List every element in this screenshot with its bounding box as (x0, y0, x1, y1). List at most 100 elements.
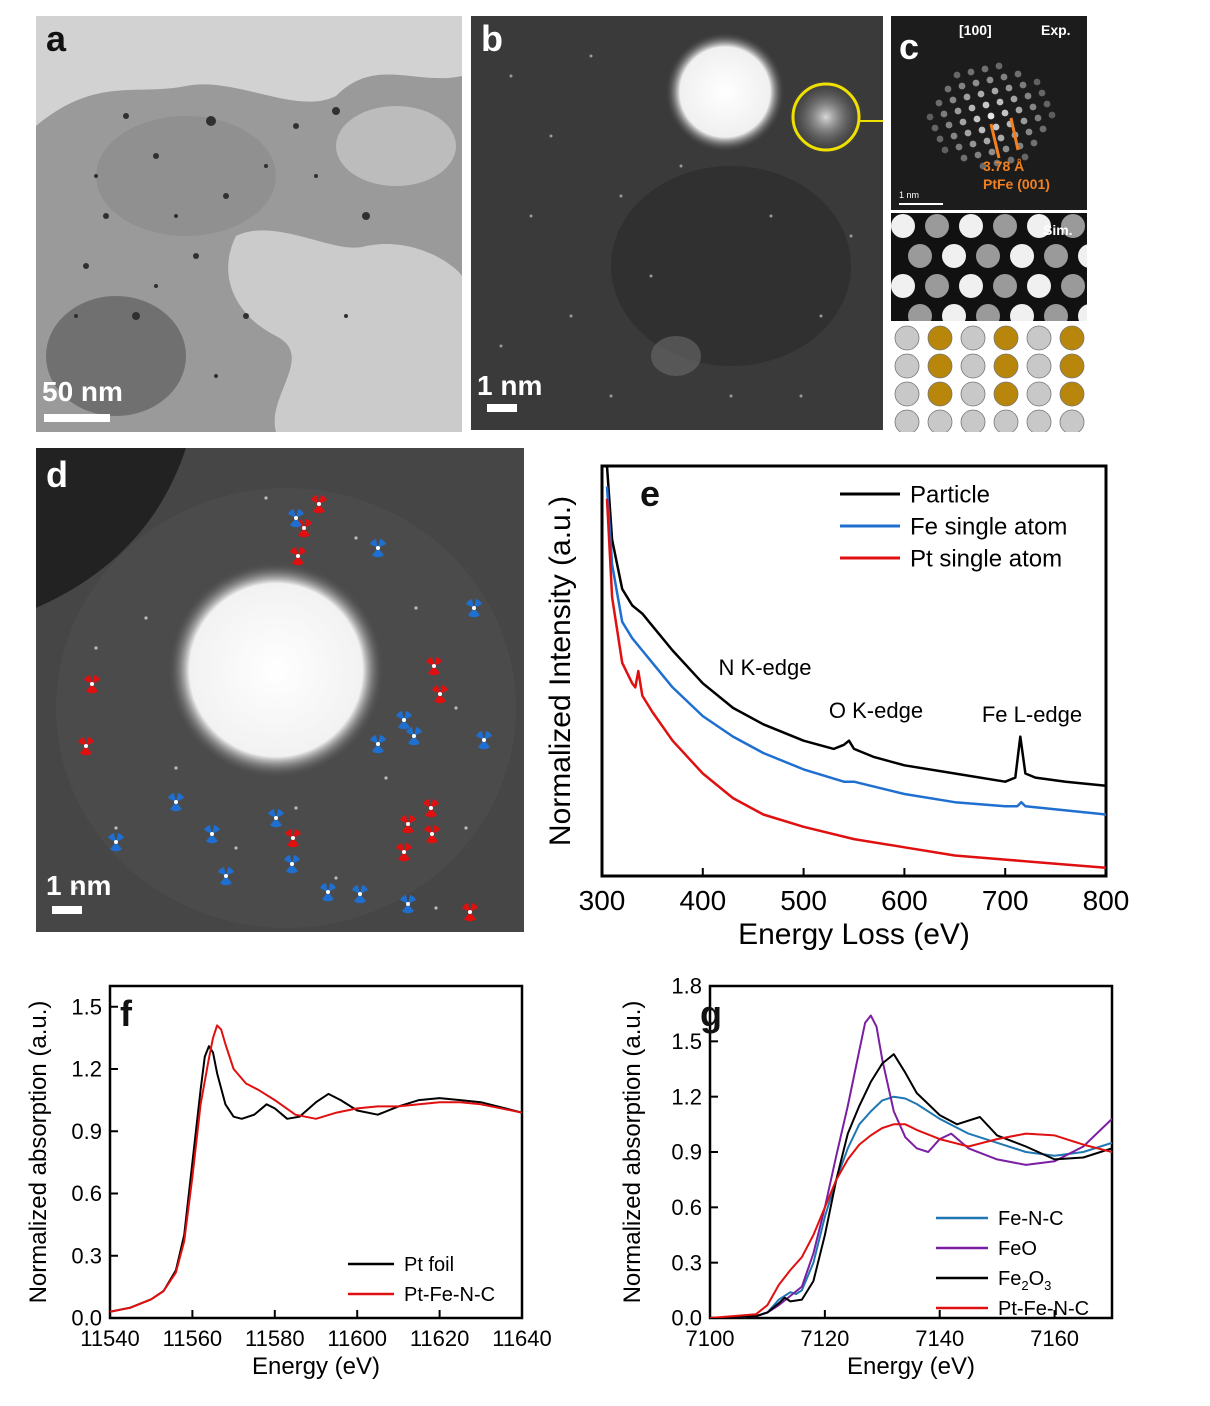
atom-marker (218, 867, 234, 886)
sim-dot (1061, 274, 1085, 298)
lattice-dot (945, 121, 953, 129)
atom-marker (78, 737, 94, 756)
sim-dot (976, 244, 1000, 268)
fe-atom (1059, 381, 1085, 407)
x-tick-label: 7140 (915, 1326, 964, 1351)
edge-annotation: O K-edge (829, 698, 923, 723)
x-tick-label: 800 (1083, 885, 1130, 916)
y-axis-label: Normalized absorption (a.u.) (619, 1001, 646, 1304)
y-tick-label: 0.3 (71, 1243, 102, 1268)
lattice-dot (969, 140, 977, 148)
lattice-dot (936, 135, 944, 143)
y-tick-label: 0.6 (71, 1181, 102, 1206)
lattice-dot (958, 82, 966, 90)
panel-b-label: b (481, 18, 503, 59)
lattice-dot (1005, 84, 1013, 92)
legend-label: Pt single atom (910, 545, 1062, 572)
lattice-dot (1019, 81, 1027, 89)
panel-c-exp-label: Exp. (1041, 22, 1071, 38)
lattice-dot (1034, 114, 1042, 122)
x-axis-label: Energy (eV) (252, 1353, 380, 1380)
series-line-1 (710, 1095, 1112, 1318)
lattice-dot (955, 143, 963, 151)
atom-marker (406, 727, 422, 746)
panel-b-haadf-svg (471, 16, 883, 430)
sim-dot (891, 274, 915, 298)
y-tick-label: 1.5 (671, 1029, 702, 1054)
atom-marker (400, 815, 416, 834)
panel-c-svg (891, 16, 1087, 432)
lattice-dot (982, 101, 990, 109)
sim-dot (908, 244, 932, 268)
series-line-3 (605, 498, 1106, 870)
x-tick-label: 11640 (492, 1326, 552, 1351)
lattice-dot (963, 93, 971, 101)
atom-marker (396, 711, 412, 730)
legend-label: Pt-Fe-N-C (998, 1298, 1089, 1320)
pt-atom (1026, 381, 1052, 407)
x-tick-label: 11620 (410, 1326, 470, 1351)
legend-label: FeO (998, 1238, 1037, 1260)
sim-dot (959, 214, 983, 238)
y-tick-label: 0.0 (671, 1306, 702, 1331)
x-tick-label: 11540 (80, 1326, 140, 1351)
y-tick-label: 1.5 (71, 994, 102, 1019)
lattice-dot (1025, 128, 1033, 136)
lattice-dot (1007, 156, 1015, 164)
fe-atom (993, 325, 1019, 351)
plot-frame (708, 984, 1114, 1320)
pt-atom (1026, 325, 1052, 351)
panel-c-zone-axis: [100] (959, 22, 992, 38)
atom-marker (168, 793, 184, 812)
lattice-dot (1030, 139, 1038, 147)
pt-atom (894, 353, 920, 379)
panel-c-lattice: c [100] Exp. 3.78 Å PtFe (001) 1 nm Sim. (891, 16, 1087, 432)
x-tick-label: 7100 (686, 1326, 735, 1351)
fe-atom (993, 381, 1019, 407)
panel-c-sim-dots (891, 214, 1087, 328)
y-tick-label: 1.2 (671, 1084, 702, 1109)
x-tick-label: 11600 (327, 1326, 387, 1351)
y-tick-label: 0.9 (71, 1119, 102, 1144)
atom-marker (311, 495, 327, 514)
chart-e-eels: 300 400 500 600 700 800 Energy Loss (eV) Normal… (544, 464, 1130, 951)
atom-marker (476, 731, 492, 750)
lattice-dot (940, 110, 948, 118)
x-tick-label: 7160 (1030, 1326, 1079, 1351)
pt-atom (960, 381, 986, 407)
lattice-dot (1020, 117, 1028, 125)
lattice-dot (926, 113, 934, 121)
fe-atom (927, 381, 953, 407)
atom-marker (285, 829, 301, 848)
lattice-dot (1033, 78, 1041, 86)
legend-label: Pt-Fe-N-C (404, 1284, 495, 1306)
atom-marker (320, 883, 336, 902)
lattice-dot (967, 68, 975, 76)
pt-atom (1026, 409, 1052, 432)
panel-d-svg (36, 448, 524, 932)
pt-atom (927, 409, 953, 432)
lattice-dot (960, 154, 968, 162)
lattice-dot (987, 112, 995, 120)
atom-marker (423, 799, 439, 818)
y-tick-label: 0.3 (671, 1250, 702, 1275)
sim-dot (1010, 244, 1034, 268)
fe-atom (927, 325, 953, 351)
atom-marker (400, 895, 416, 914)
lattice-dot (959, 118, 967, 126)
lattice-dot (1015, 106, 1023, 114)
lattice-dot (1021, 153, 1029, 161)
lattice-dot (935, 99, 943, 107)
sim-dot (993, 214, 1017, 238)
x-axis-label: Energy Loss (eV) (738, 918, 970, 951)
series-line-2 (110, 1024, 522, 1313)
lattice-dot (964, 129, 972, 137)
fe-atom (1059, 353, 1085, 379)
atom-marker (288, 509, 304, 528)
lattice-dot (931, 124, 939, 132)
panel-c-label: c (899, 26, 920, 67)
y-tick-label: 0.9 (671, 1140, 702, 1165)
panel-b-scale-bar (487, 404, 517, 412)
atom-marker (432, 685, 448, 704)
panel-label: g (700, 993, 722, 1034)
